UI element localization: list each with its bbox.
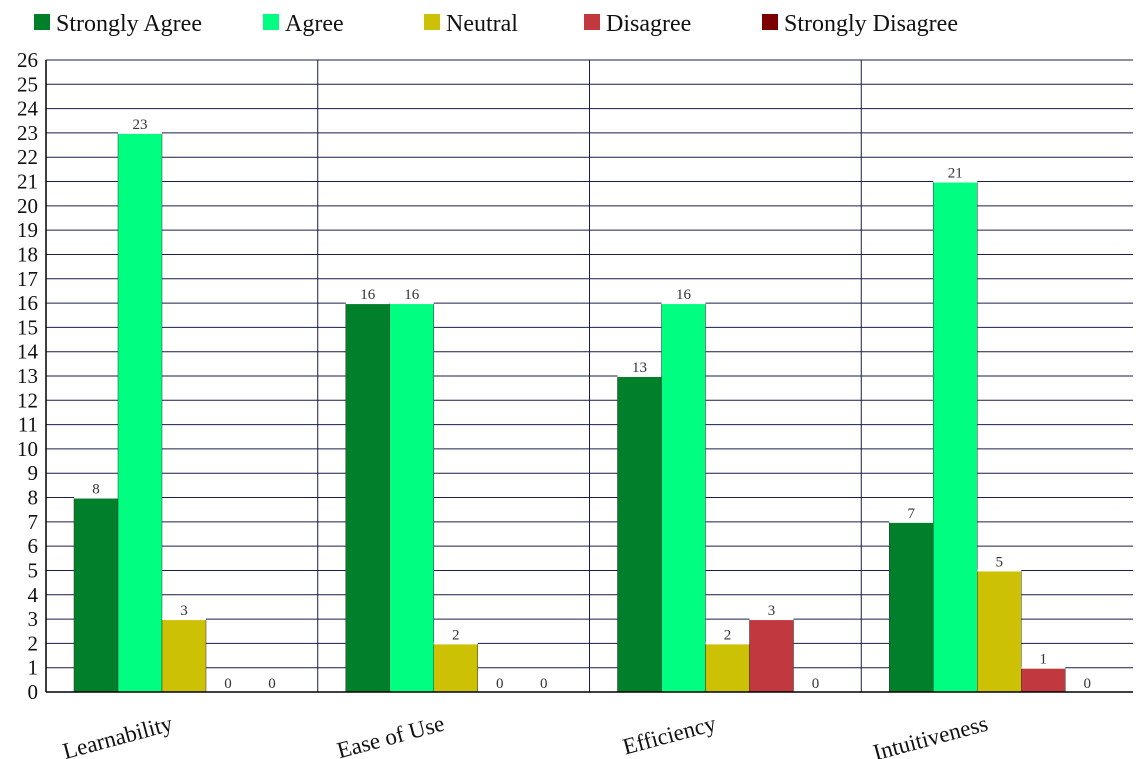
- bar-cap-intuitiveness-disagree: [1021, 666, 1066, 669]
- y-tick-label-8: 8: [28, 486, 39, 510]
- data-label-learnability-strongly-agree: 8: [92, 482, 100, 498]
- legend-label-strongly-agree: Strongly Agree: [56, 11, 202, 37]
- y-tick-label-2: 2: [28, 631, 39, 655]
- legend-swatch-strongly-disagree: [762, 14, 778, 30]
- y-tick-label-21: 21: [17, 170, 38, 194]
- y-tick-label-0: 0: [28, 680, 39, 704]
- y-tick-label-23: 23: [17, 121, 38, 145]
- bar-cap-ease-of-use-neutral: [433, 642, 478, 645]
- bar-cap-efficiency-strongly-agree: [617, 375, 662, 377]
- data-label-efficiency-agree: 16: [676, 287, 692, 303]
- y-tick-label-16: 16: [17, 291, 38, 315]
- y-tick-label-26: 26: [17, 48, 38, 72]
- legend-label-agree: Agree: [285, 11, 344, 37]
- bar-efficiency-strongly-agree: [617, 375, 662, 693]
- legend-swatch-neutral: [424, 14, 440, 30]
- axes: [45, 60, 1133, 693]
- bar-cap-intuitiveness-neutral: [977, 569, 1022, 572]
- bars: [73, 131, 1066, 693]
- data-label-learnability-neutral: 3: [180, 603, 188, 619]
- bar-cap-learnability-neutral: [162, 618, 206, 621]
- bar-cap-learnability-strongly-agree: [74, 496, 118, 499]
- data-label-ease-of-use-strongly-disagree: 0: [540, 676, 548, 692]
- y-tick-label-17: 17: [17, 267, 38, 291]
- y-tick-label-10: 10: [17, 437, 38, 461]
- bar-ease-of-use-agree: [389, 302, 434, 693]
- data-label-intuitiveness-strongly-disagree: 0: [1084, 676, 1092, 692]
- legend: Strongly Agree Agree Neutral Disagree Strong…: [34, 11, 958, 37]
- legend-swatch-disagree: [584, 14, 600, 30]
- y-tick-label-14: 14: [17, 340, 39, 364]
- data-label-ease-of-use-disagree: 0: [496, 676, 504, 692]
- x-category-label-learnability: Learnability: [60, 711, 176, 759]
- bar-ease-of-use-neutral: [433, 643, 478, 693]
- y-tick-label-12: 12: [17, 388, 38, 412]
- bar-cap-efficiency-neutral: [705, 642, 750, 645]
- bar-cap-efficiency-agree: [661, 302, 706, 305]
- bar-cap-intuitiveness-strongly-agree: [889, 520, 934, 523]
- y-tick-label-4: 4: [28, 583, 39, 607]
- y-tick-label-18: 18: [17, 242, 38, 266]
- y-axis-tick-labels: 0123456789101112131415161718192021222324…: [17, 48, 39, 704]
- bar-cap-ease-of-use-strongly-agree: [345, 302, 390, 305]
- legend-swatch-strongly-agree: [34, 14, 50, 30]
- bar-efficiency-agree: [661, 302, 706, 693]
- legend-label-strongly-disagree: Strongly Disagree: [784, 11, 958, 37]
- y-tick-label-1: 1: [28, 656, 39, 680]
- y-tick-label-19: 19: [17, 218, 38, 242]
- y-tick-label-11: 11: [18, 413, 38, 437]
- x-category-label-ease-of-use: Ease of Use: [334, 711, 447, 759]
- y-tick-label-20: 20: [17, 194, 38, 218]
- data-label-efficiency-neutral: 2: [724, 627, 732, 643]
- bar-learnability-neutral: [161, 618, 207, 693]
- x-category-label-intuitiveness: Intuitiveness: [870, 711, 990, 759]
- y-tick-label-5: 5: [28, 558, 39, 582]
- data-label-ease-of-use-agree: 16: [404, 287, 420, 303]
- x-category-label-efficiency: Efficiency: [620, 711, 719, 759]
- legend-label-neutral: Neutral: [446, 11, 518, 37]
- bar-learnability-strongly-agree: [73, 497, 119, 693]
- data-label-efficiency-strongly-disagree: 0: [812, 676, 820, 692]
- data-label-ease-of-use-neutral: 2: [452, 627, 460, 643]
- data-label-efficiency-disagree: 3: [768, 603, 776, 619]
- data-label-ease-of-use-strongly-agree: 16: [360, 287, 376, 303]
- bar-intuitiveness-disagree: [1021, 667, 1066, 693]
- bar-efficiency-neutral: [705, 643, 750, 693]
- x-axis-category-labels: Learnability Ease of Use Efficiency Intuiti…: [60, 711, 990, 759]
- data-label-intuitiveness-disagree: 1: [1040, 652, 1048, 668]
- bar-intuitiveness-neutral: [977, 570, 1022, 693]
- bar-intuitiveness-strongly-agree: [889, 521, 934, 693]
- data-label-efficiency-strongly-agree: 13: [632, 360, 647, 376]
- y-tick-label-9: 9: [28, 461, 39, 485]
- bar-learnability-agree: [117, 132, 163, 693]
- bar-cap-intuitiveness-agree: [933, 180, 978, 183]
- legend-swatch-agree: [263, 14, 279, 30]
- bar-cap-efficiency-disagree: [749, 618, 794, 621]
- y-tick-label-22: 22: [17, 145, 38, 169]
- data-label-intuitiveness-agree: 21: [948, 166, 963, 182]
- bar-efficiency-disagree: [749, 618, 794, 693]
- bar-intuitiveness-agree: [933, 181, 978, 693]
- y-tick-label-24: 24: [17, 97, 39, 121]
- y-tick-label-6: 6: [28, 534, 39, 558]
- y-tick-label-13: 13: [17, 364, 38, 388]
- legend-label-disagree: Disagree: [606, 11, 691, 37]
- bar-cap-learnability-agree: [118, 131, 162, 134]
- y-tick-label-25: 25: [17, 72, 38, 96]
- data-label-learnability-strongly-disagree: 0: [268, 676, 276, 692]
- y-tick-label-7: 7: [28, 510, 39, 534]
- data-label-intuitiveness-neutral: 5: [996, 554, 1004, 570]
- y-tick-label-3: 3: [28, 607, 39, 631]
- data-label-learnability-agree: 23: [133, 117, 148, 133]
- bar-ease-of-use-strongly-agree: [345, 302, 390, 693]
- bar-cap-ease-of-use-agree: [389, 302, 434, 305]
- y-tick-label-15: 15: [17, 315, 38, 339]
- data-label-intuitiveness-strongly-agree: 7: [908, 506, 916, 522]
- data-label-learnability-disagree: 0: [224, 676, 232, 692]
